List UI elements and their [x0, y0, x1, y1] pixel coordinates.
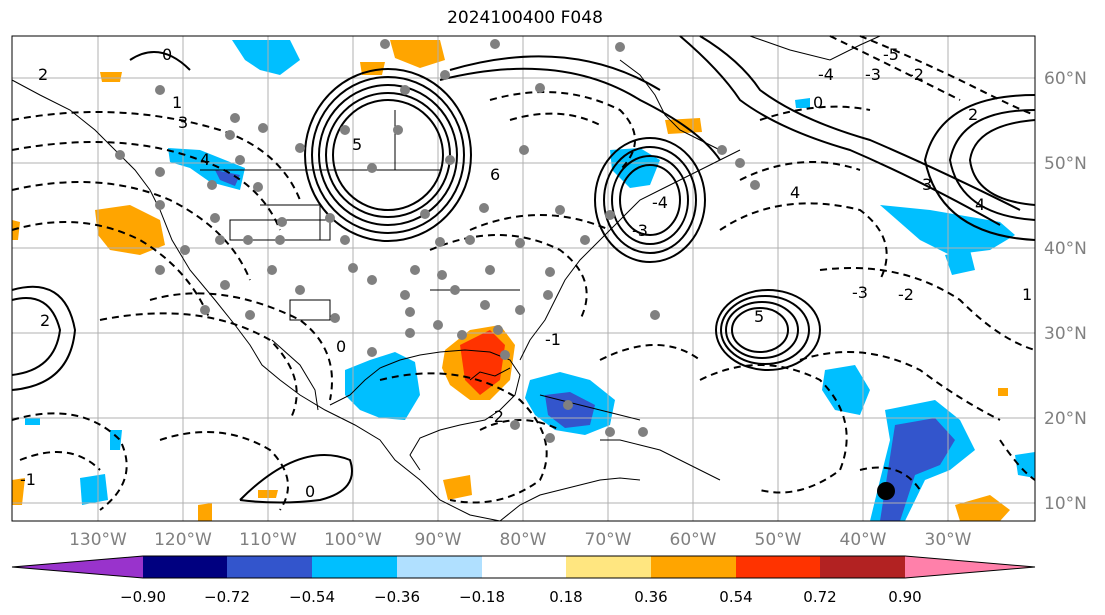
svg-text:-3: -3	[865, 65, 881, 84]
storm-center-marker	[877, 482, 895, 500]
svg-text:0.72: 0.72	[803, 588, 836, 606]
colorbar-segment-8	[736, 556, 820, 578]
svg-text:0: 0	[813, 93, 823, 112]
svg-text:0: 0	[336, 337, 346, 356]
svg-text:0: 0	[162, 45, 172, 64]
svg-text:100°W: 100°W	[324, 530, 382, 550]
longitude-labels: 130°W 120°W 110°W 100°W 90°W 80°W 70°W 6…	[69, 530, 972, 550]
svg-text:-4: -4	[652, 193, 668, 212]
svg-text:120°W: 120°W	[154, 530, 212, 550]
svg-text:-3: -3	[852, 283, 868, 302]
colorbar-segment-10	[905, 556, 1035, 578]
svg-text:60°N: 60°N	[1044, 69, 1087, 89]
svg-text:30°W: 30°W	[925, 530, 972, 550]
observation-stations	[115, 39, 760, 443]
svg-text:0.90: 0.90	[888, 588, 921, 606]
colorbar-segment-9	[820, 556, 905, 578]
svg-text:2: 2	[40, 311, 50, 330]
svg-text:70°W: 70°W	[585, 530, 632, 550]
svg-text:-5: -5	[883, 45, 899, 64]
svg-text:3: 3	[922, 175, 932, 194]
svg-text:5: 5	[352, 135, 362, 154]
contour-labels: 0 2 1 3 4 5 6 0 -1 -2 -3 -4 5 2 0 4 -3 -…	[20, 45, 1032, 501]
svg-text:1: 1	[172, 93, 182, 112]
svg-text:−0.90: −0.90	[120, 588, 166, 606]
colorbar: −0.90 −0.72 −0.54 −0.36 −0.18 0.18 0.36 …	[11, 555, 1036, 606]
svg-text:−0.18: −0.18	[459, 588, 505, 606]
svg-text:6: 6	[490, 165, 500, 184]
svg-text:-2: -2	[898, 285, 914, 304]
svg-text:2: 2	[38, 65, 48, 84]
svg-text:60°W: 60°W	[670, 530, 717, 550]
svg-text:-2: -2	[908, 65, 924, 84]
svg-text:130°W: 130°W	[69, 530, 127, 550]
colorbar-tick-labels: −0.90 −0.72 −0.54 −0.36 −0.18 0.18 0.36 …	[120, 588, 922, 606]
svg-text:2: 2	[968, 105, 978, 124]
colorbar-segment-4	[397, 556, 482, 578]
svg-text:-2: -2	[488, 407, 504, 426]
svg-text:110°W: 110°W	[239, 530, 297, 550]
map-frame	[11, 35, 1036, 522]
svg-text:−0.36: −0.36	[374, 588, 420, 606]
svg-text:40°W: 40°W	[840, 530, 887, 550]
svg-text:30°N: 30°N	[1044, 324, 1087, 344]
svg-text:0.18: 0.18	[549, 588, 582, 606]
svg-text:4: 4	[975, 195, 985, 214]
svg-text:1: 1	[1022, 285, 1032, 304]
svg-text:4: 4	[790, 183, 800, 202]
latitude-labels: 60°N 50°N 40°N 30°N 20°N 10°N	[1044, 69, 1087, 514]
svg-text:0.36: 0.36	[634, 588, 667, 606]
svg-text:-3: -3	[632, 221, 648, 240]
svg-text:−0.54: −0.54	[289, 588, 335, 606]
svg-text:4: 4	[200, 150, 210, 169]
colorbar-segment-5	[482, 556, 566, 578]
svg-text:-1: -1	[20, 470, 36, 489]
svg-text:80°W: 80°W	[500, 530, 547, 550]
colorbar-segment-6	[566, 556, 651, 578]
svg-text:-4: -4	[818, 65, 834, 84]
svg-text:40°N: 40°N	[1044, 239, 1087, 259]
svg-text:0.54: 0.54	[719, 588, 752, 606]
colorbar-segment-1	[143, 556, 227, 578]
svg-text:3: 3	[178, 113, 188, 132]
svg-text:10°N: 10°N	[1044, 494, 1087, 514]
negative-contours	[11, 35, 1036, 511]
svg-text:50°N: 50°N	[1044, 154, 1087, 174]
svg-text:-1: -1	[545, 330, 561, 349]
svg-text:50°W: 50°W	[755, 530, 802, 550]
svg-text:5: 5	[754, 307, 764, 326]
positive-contours	[11, 35, 1036, 504]
colorbar-segment-0	[12, 556, 143, 578]
colorbar-segment-2	[227, 556, 312, 578]
colorbar-segment-3	[312, 556, 397, 578]
svg-text:0: 0	[305, 482, 315, 501]
colorbar-segment-7	[651, 556, 736, 578]
svg-text:90°W: 90°W	[415, 530, 462, 550]
svg-text:−0.72: −0.72	[204, 588, 250, 606]
svg-text:20°N: 20°N	[1044, 409, 1087, 429]
map-title: 2024100400 F048	[447, 8, 603, 28]
